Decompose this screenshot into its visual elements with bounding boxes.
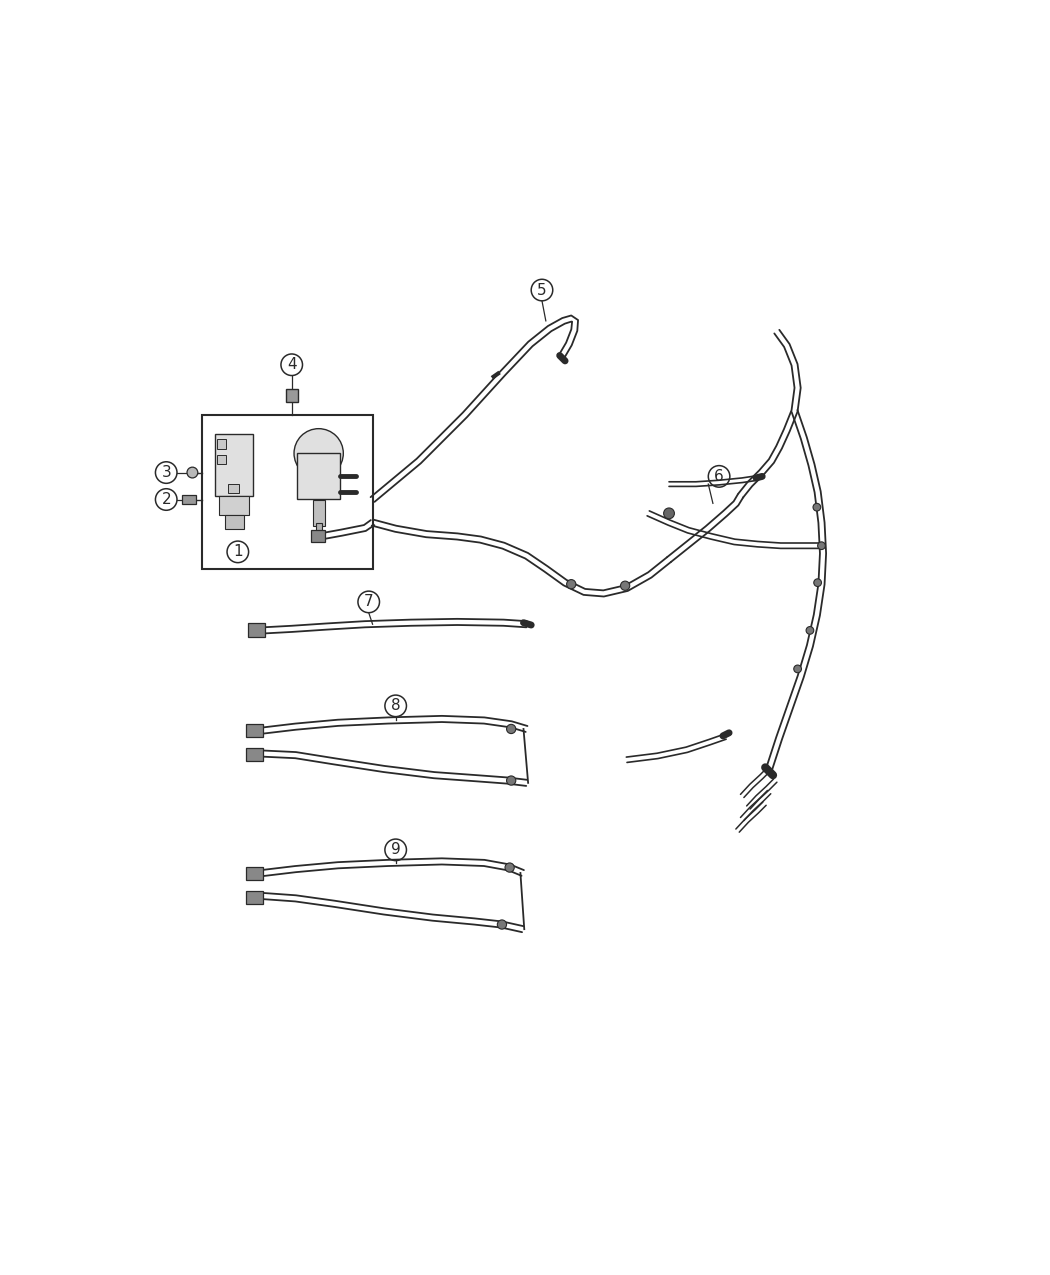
Text: 2: 2 <box>162 492 171 507</box>
Circle shape <box>794 666 801 673</box>
Bar <box>215 434 253 496</box>
Circle shape <box>621 581 630 590</box>
Bar <box>316 523 321 534</box>
Text: 1: 1 <box>233 544 243 560</box>
Text: 3: 3 <box>162 465 171 481</box>
Bar <box>225 515 244 529</box>
Circle shape <box>505 863 514 872</box>
Circle shape <box>506 776 516 785</box>
Bar <box>311 530 324 542</box>
Bar <box>247 724 264 737</box>
Circle shape <box>294 428 343 478</box>
Circle shape <box>506 724 516 733</box>
Bar <box>217 455 227 464</box>
Bar <box>247 748 264 761</box>
Text: 5: 5 <box>538 283 547 297</box>
Bar <box>217 440 227 449</box>
Circle shape <box>567 580 575 589</box>
Bar <box>297 454 340 500</box>
Text: 8: 8 <box>391 699 400 713</box>
Circle shape <box>814 579 821 586</box>
Circle shape <box>813 504 821 511</box>
Text: 4: 4 <box>287 357 296 372</box>
Text: 7: 7 <box>364 594 374 609</box>
Bar <box>248 622 265 636</box>
Circle shape <box>818 542 825 550</box>
Circle shape <box>806 626 814 634</box>
Circle shape <box>664 507 674 519</box>
Bar <box>202 414 373 569</box>
Bar <box>286 389 298 402</box>
Circle shape <box>187 467 197 478</box>
Bar <box>247 891 264 904</box>
Text: 6: 6 <box>714 469 723 484</box>
Bar <box>218 496 250 515</box>
Bar <box>183 495 196 504</box>
Bar <box>228 484 239 493</box>
Text: 9: 9 <box>391 843 400 857</box>
Bar <box>247 867 264 880</box>
Circle shape <box>498 921 506 929</box>
Bar <box>313 500 324 527</box>
